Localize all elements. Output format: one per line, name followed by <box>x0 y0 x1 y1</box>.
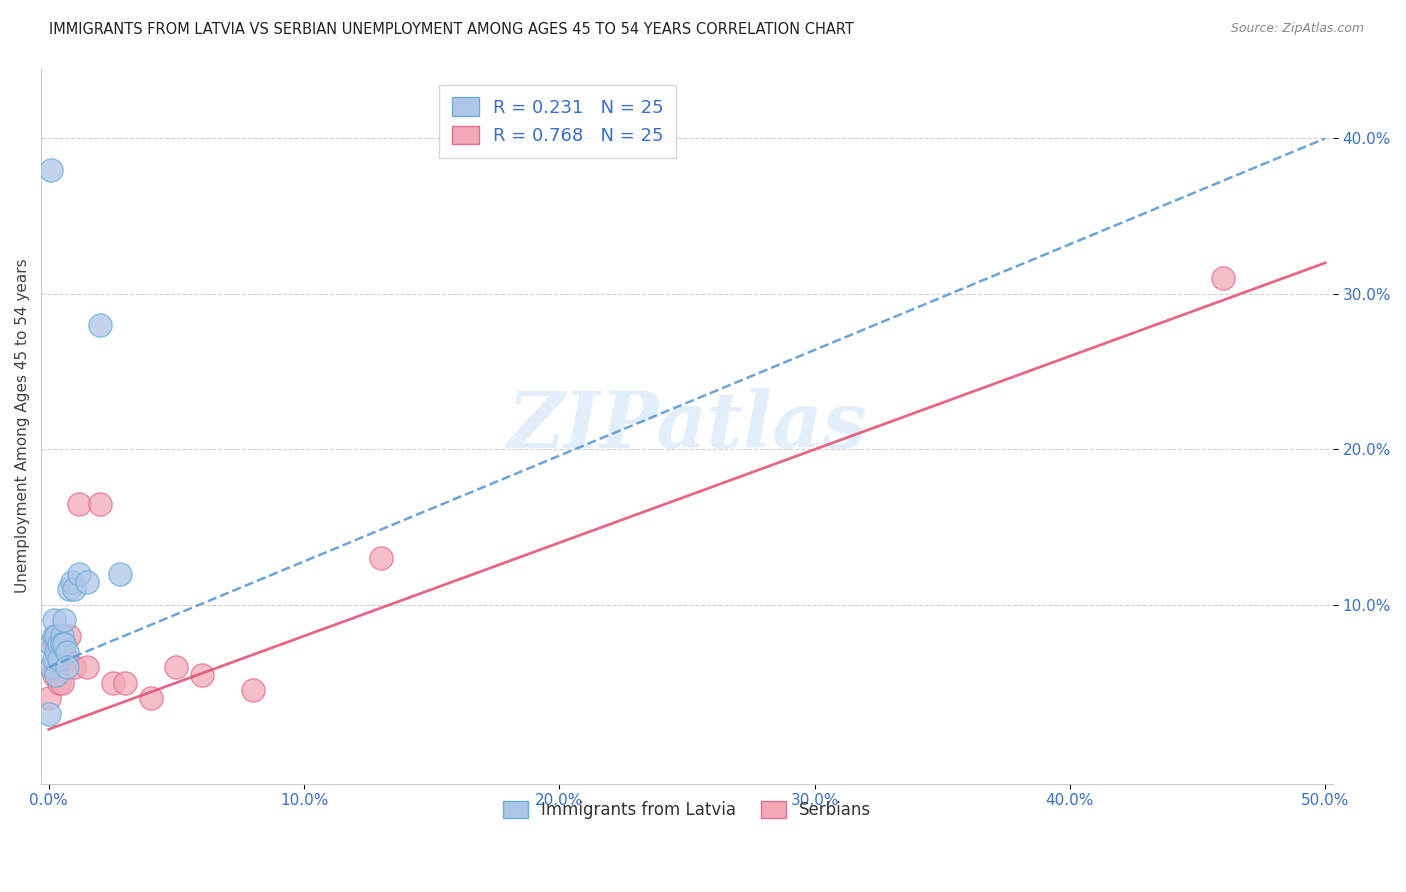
Point <box>67 497 90 511</box>
Point <box>45 629 67 643</box>
Point <box>51 652 73 666</box>
Point <box>53 614 76 628</box>
Point <box>58 582 80 597</box>
Point <box>41 660 63 674</box>
Point <box>55 660 77 674</box>
Point <box>42 652 65 666</box>
Point <box>67 566 90 581</box>
Point <box>110 566 132 581</box>
Point <box>41 162 63 177</box>
Point <box>114 675 136 690</box>
Point <box>63 582 86 597</box>
Y-axis label: Unemployment Among Ages 45 to 54 years: Unemployment Among Ages 45 to 54 years <box>15 259 30 593</box>
Point <box>191 668 214 682</box>
Point <box>42 614 65 628</box>
Point <box>89 318 111 332</box>
Point <box>89 497 111 511</box>
Point <box>45 629 67 643</box>
Text: Source: ZipAtlas.com: Source: ZipAtlas.com <box>1230 22 1364 36</box>
Point <box>51 629 73 643</box>
Point <box>42 668 65 682</box>
Point <box>38 691 60 706</box>
Point <box>48 652 70 666</box>
Point <box>101 675 124 690</box>
Point <box>45 644 67 658</box>
Point <box>242 683 264 698</box>
Point <box>53 637 76 651</box>
Point <box>58 629 80 643</box>
Point <box>41 637 63 651</box>
Point <box>48 675 70 690</box>
Text: ZIPatlas: ZIPatlas <box>508 388 866 465</box>
Point <box>76 574 98 589</box>
Point <box>370 551 392 566</box>
Point <box>55 644 77 658</box>
Legend: Immigrants from Latvia, Serbians: Immigrants from Latvia, Serbians <box>496 794 877 825</box>
Point <box>76 660 98 674</box>
Point <box>51 637 73 651</box>
Point <box>165 660 187 674</box>
Text: IMMIGRANTS FROM LATVIA VS SERBIAN UNEMPLOYMENT AMONG AGES 45 TO 54 YEARS CORRELA: IMMIGRANTS FROM LATVIA VS SERBIAN UNEMPL… <box>49 22 853 37</box>
Point <box>45 668 67 682</box>
Point <box>48 660 70 674</box>
Point <box>51 675 73 690</box>
Point <box>38 706 60 721</box>
Point <box>41 660 63 674</box>
Point <box>139 691 162 706</box>
Point <box>63 660 86 674</box>
Point <box>53 637 76 651</box>
Point <box>45 637 67 651</box>
Point <box>48 637 70 651</box>
Point <box>55 652 77 666</box>
Point <box>42 637 65 651</box>
Point <box>60 574 83 589</box>
Point <box>1212 271 1234 285</box>
Point <box>42 629 65 643</box>
